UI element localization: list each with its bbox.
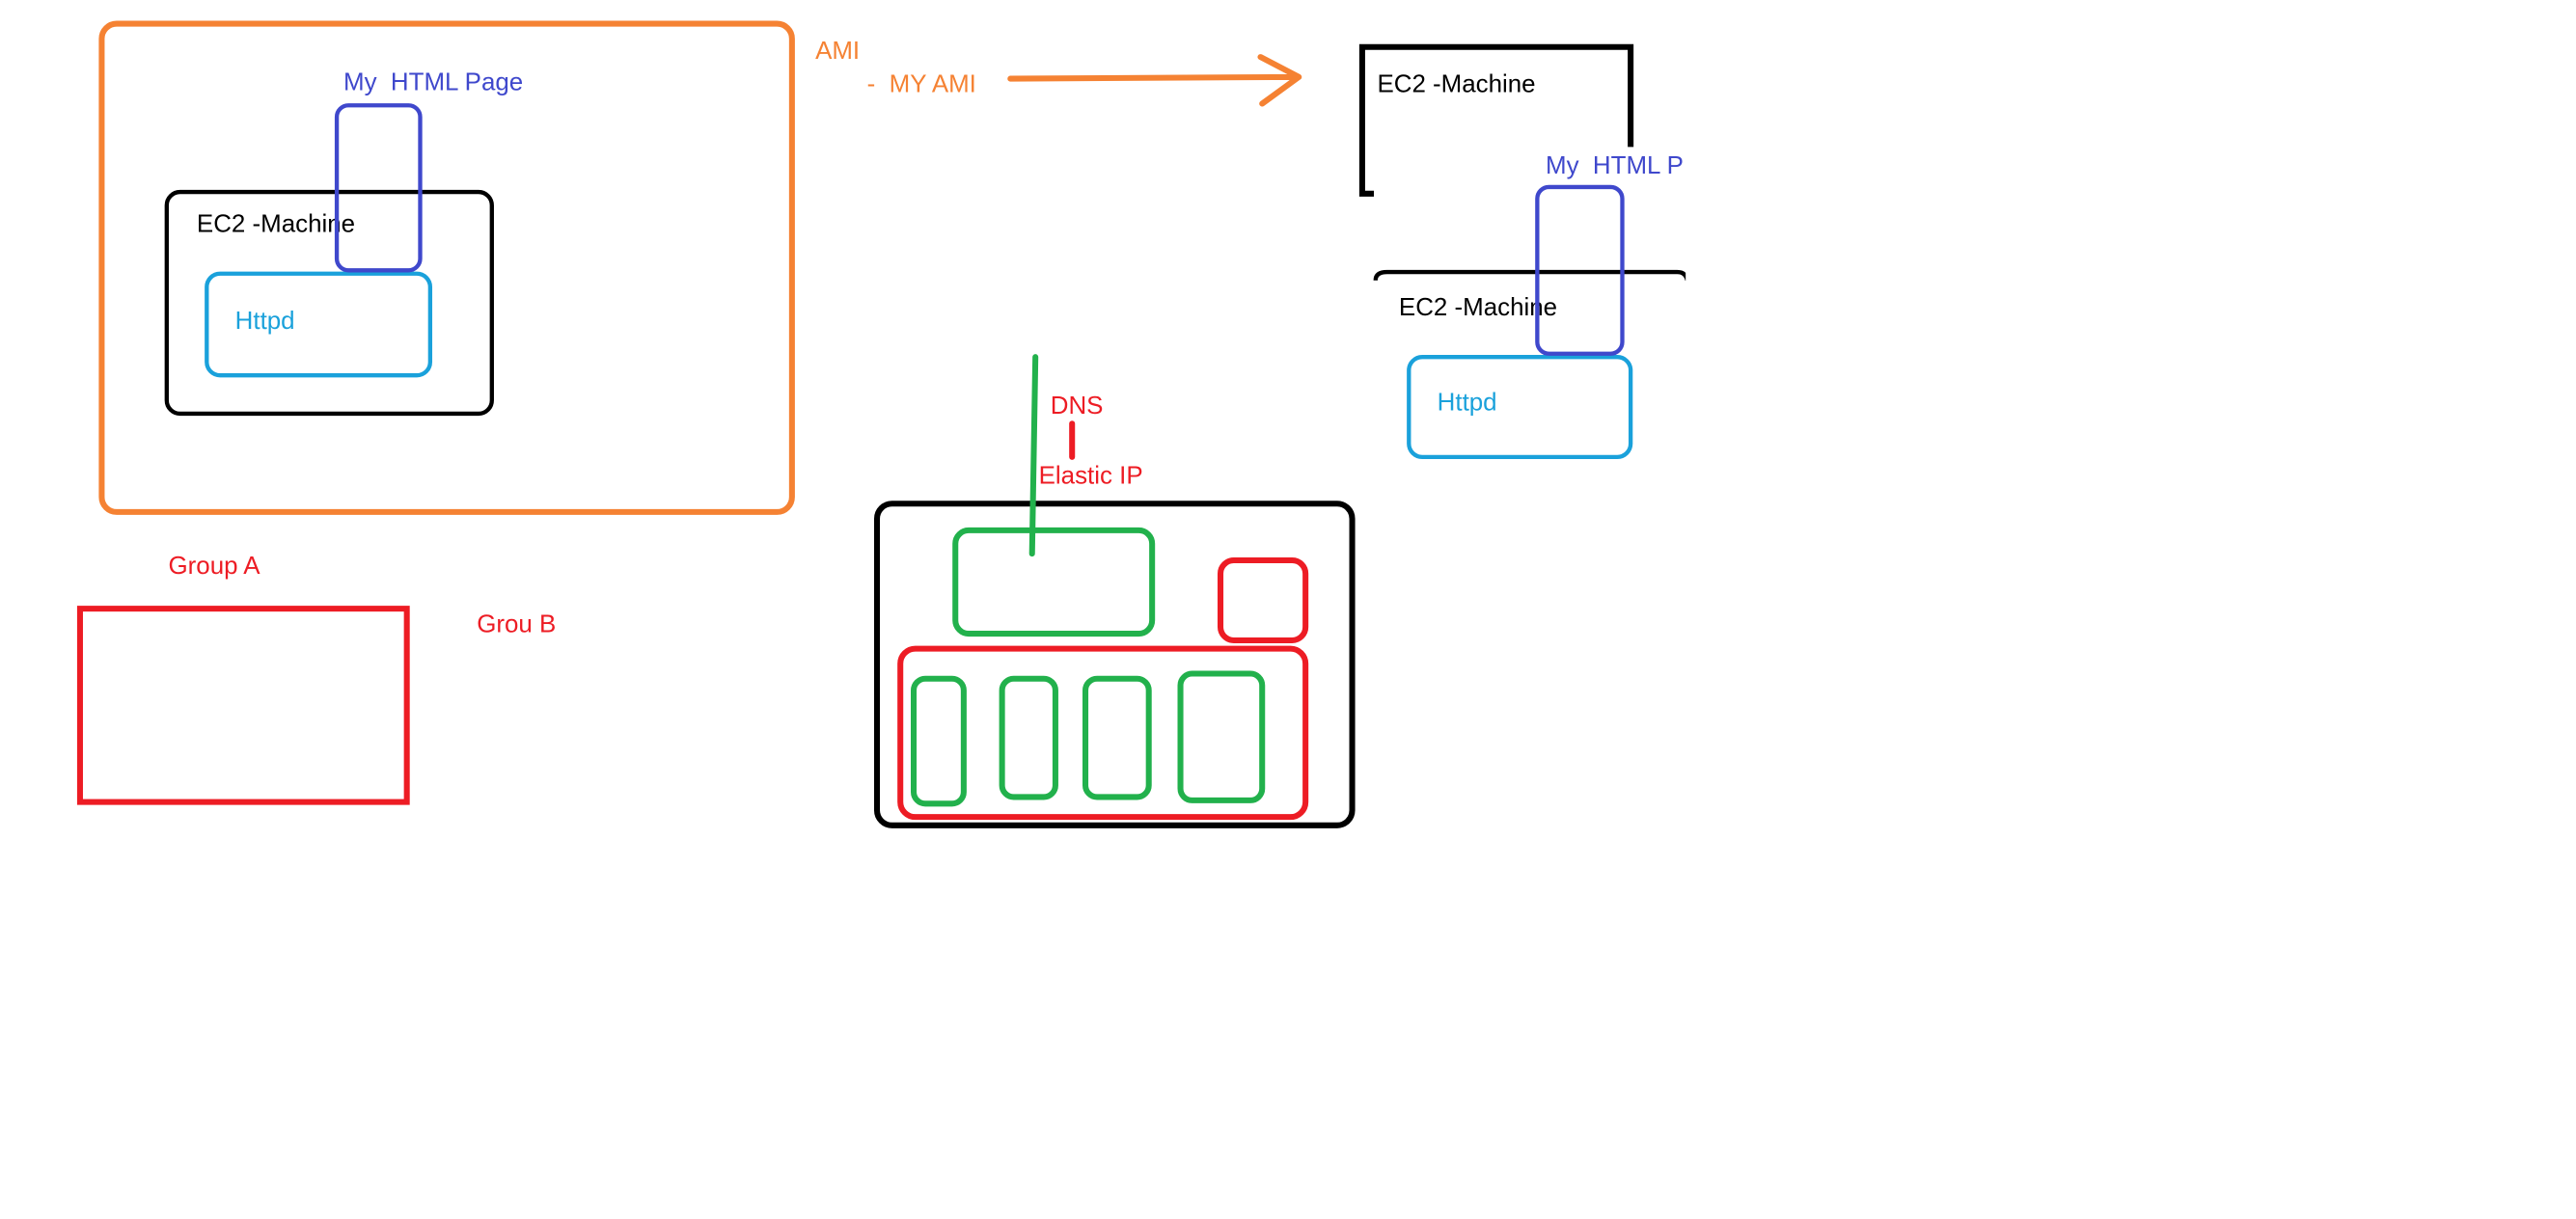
- ec2-machine-label: EC2 -Machine: [197, 211, 355, 238]
- instance-box-2: [999, 675, 1058, 800]
- instance-box-1: [911, 675, 967, 807]
- ec2-machine-top-label: EC2 -Machine: [1377, 70, 1535, 97]
- ec2-machine-box-right: [1373, 269, 1686, 282]
- ec2-machine-box: [164, 189, 494, 417]
- dns-link-line: [1028, 354, 1039, 557]
- html-page-box-right: [1535, 184, 1625, 356]
- ec2-machine-label-right: EC2 -Machine: [1399, 294, 1557, 321]
- vpc-box: [873, 501, 1356, 828]
- public-subnet-box: [952, 527, 1156, 637]
- group-b-label: Grou B: [477, 610, 556, 637]
- httpd-label-right: Httpd: [1438, 389, 1497, 416]
- ami-title: AMI: [815, 38, 860, 65]
- html-page-label-right: My HTML P: [1546, 152, 1684, 179]
- ec2-machine-top-bracket: [1358, 43, 1634, 197]
- instance-box-3: [1082, 675, 1152, 800]
- elastic-ip-label: Elastic IP: [1039, 463, 1143, 490]
- ami-subtitle: - MY AMI: [867, 70, 976, 97]
- html-page-label: My HTML Page: [343, 69, 523, 96]
- httpd-box-right: [1407, 355, 1633, 460]
- dns-label: DNS: [1051, 393, 1104, 420]
- httpd-label: Httpd: [235, 308, 295, 335]
- ami-source-box: [98, 20, 795, 515]
- html-page-box: [334, 103, 423, 273]
- httpd-box: [205, 271, 433, 378]
- small-red-box: [1217, 556, 1309, 643]
- instance-box-4: [1177, 670, 1266, 803]
- group-a-label: Group A: [169, 553, 261, 580]
- instance-group-box: [897, 645, 1309, 821]
- ami-arrow: [1007, 54, 1302, 107]
- launched-instance-group: EC2 -Machine EC2 -Machine Httpd My HTML …: [1358, 43, 1686, 460]
- group-a-box: [76, 606, 410, 805]
